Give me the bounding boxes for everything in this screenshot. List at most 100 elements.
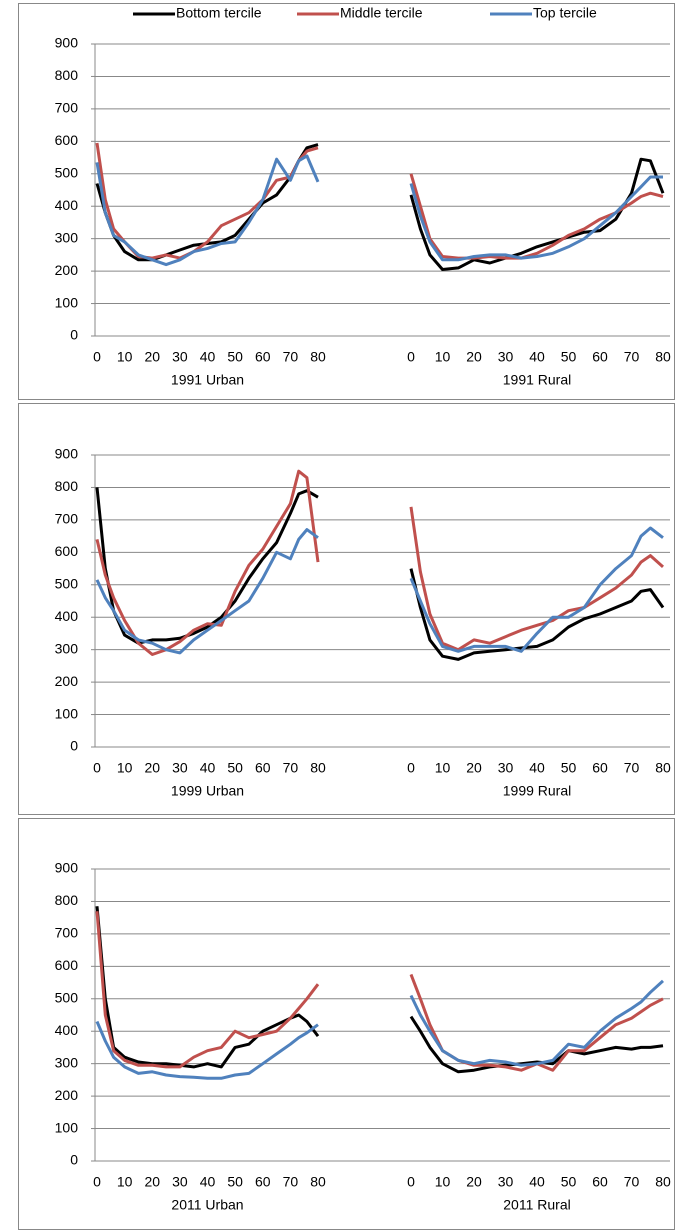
series-line	[95, 469, 320, 656]
x-tick-label: 30	[498, 760, 514, 776]
y-tick-label: 500	[55, 164, 79, 180]
y-tick-label: 600	[55, 543, 79, 559]
x-tick-label: 60	[255, 349, 271, 365]
x-tick-label: 0	[407, 760, 415, 776]
x-tick-label: 50	[561, 349, 577, 365]
x-tick-label: 40	[200, 760, 216, 776]
series-line	[95, 528, 319, 655]
x-tick-label: 40	[529, 760, 545, 776]
x-tick-label: 10	[117, 760, 133, 776]
x-tick-label: 70	[283, 349, 299, 365]
series-line	[95, 487, 319, 645]
legend-label: Top tercile	[533, 5, 597, 21]
series-line	[95, 911, 320, 1069]
x-tick-label: 60	[255, 760, 271, 776]
x-tick-label: 0	[93, 349, 101, 365]
y-tick-label: 500	[55, 575, 79, 591]
x-tick-label: 80	[310, 349, 326, 365]
y-tick-label: 0	[70, 1152, 78, 1168]
x-tick-label: 30	[498, 1174, 514, 1190]
x-tick-label: 0	[93, 1174, 101, 1190]
x-tick-label: 20	[466, 349, 482, 365]
y-tick-label: 600	[55, 132, 79, 148]
x-tick-label: 70	[624, 760, 640, 776]
y-tick-label: 800	[55, 892, 79, 908]
x-tick-label: 0	[93, 760, 101, 776]
x-tick-label: 20	[466, 760, 482, 776]
y-tick-label: 900	[55, 446, 79, 462]
x-tick-label: 20	[144, 760, 160, 776]
x-tick-label: 60	[592, 349, 608, 365]
x-axis-label: 1999 Urban	[171, 783, 244, 799]
y-tick-label: 200	[55, 262, 79, 278]
y-tick-label: 400	[55, 197, 79, 213]
x-tick-label: 70	[624, 349, 640, 365]
x-tick-label: 20	[144, 1174, 160, 1190]
x-tick-label: 50	[227, 349, 243, 365]
x-tick-label: 50	[561, 1174, 577, 1190]
x-axis-label: 2011 Urban	[171, 1197, 243, 1213]
x-tick-label: 60	[592, 1174, 608, 1190]
y-tick-label: 0	[70, 327, 78, 343]
y-tick-label: 800	[55, 67, 79, 83]
x-tick-label: 40	[200, 349, 216, 365]
x-tick-label: 10	[435, 349, 451, 365]
panel-frame	[18, 403, 675, 815]
x-axis-label: 2011 Rural	[503, 1197, 570, 1213]
y-tick-label: 100	[55, 294, 79, 310]
y-tick-label: 0	[70, 738, 78, 754]
x-tick-label: 50	[561, 760, 577, 776]
x-axis-label: 1999 Rural	[503, 783, 572, 799]
x-tick-label: 10	[435, 760, 451, 776]
series-line	[409, 979, 665, 1067]
y-tick-label: 400	[55, 1022, 79, 1038]
y-tick-label: 700	[55, 511, 79, 527]
x-tick-label: 80	[655, 1174, 671, 1190]
x-tick-label: 10	[117, 349, 133, 365]
x-tick-label: 0	[407, 349, 415, 365]
x-tick-label: 20	[466, 1174, 482, 1190]
x-tick-label: 80	[310, 1174, 326, 1190]
y-tick-label: 300	[55, 229, 79, 245]
series-line	[95, 154, 320, 267]
series-line	[409, 175, 663, 262]
series-line	[95, 1020, 319, 1080]
y-tick-label: 200	[55, 673, 79, 689]
x-tick-label: 40	[529, 349, 545, 365]
y-tick-label: 800	[55, 478, 79, 494]
x-tick-label: 30	[498, 349, 514, 365]
x-tick-label: 70	[283, 760, 299, 776]
legend-label: Bottom tercile	[176, 5, 262, 21]
x-axis-label: 1991 Urban	[171, 372, 244, 388]
x-tick-label: 30	[172, 349, 188, 365]
x-tick-label: 80	[310, 760, 326, 776]
x-tick-label: 50	[227, 760, 243, 776]
y-tick-label: 700	[55, 100, 79, 116]
series-line	[409, 173, 664, 260]
x-tick-label: 10	[435, 1174, 451, 1190]
y-tick-label: 100	[55, 1119, 79, 1135]
y-tick-label: 300	[55, 1054, 79, 1070]
y-tick-label: 700	[55, 925, 79, 941]
x-tick-label: 70	[283, 1174, 299, 1190]
x-tick-label: 80	[655, 760, 671, 776]
x-axis-label: 1991 Rural	[503, 372, 572, 388]
y-tick-label: 100	[55, 705, 79, 721]
legend-label: Middle tercile	[340, 5, 423, 21]
y-tick-label: 500	[55, 989, 79, 1005]
panel-frame	[18, 818, 675, 1230]
x-tick-label: 50	[227, 1174, 243, 1190]
y-tick-label: 400	[55, 608, 79, 624]
x-tick-label: 20	[144, 349, 160, 365]
x-tick-label: 60	[592, 760, 608, 776]
x-tick-label: 0	[407, 1174, 415, 1190]
y-tick-label: 200	[55, 1087, 79, 1103]
x-tick-label: 40	[529, 1174, 545, 1190]
series-line	[409, 526, 664, 653]
series-line	[409, 1015, 664, 1074]
panel-frame	[18, 3, 675, 400]
series-line	[409, 506, 665, 652]
x-tick-label: 70	[624, 1174, 640, 1190]
y-tick-label: 900	[55, 35, 79, 51]
